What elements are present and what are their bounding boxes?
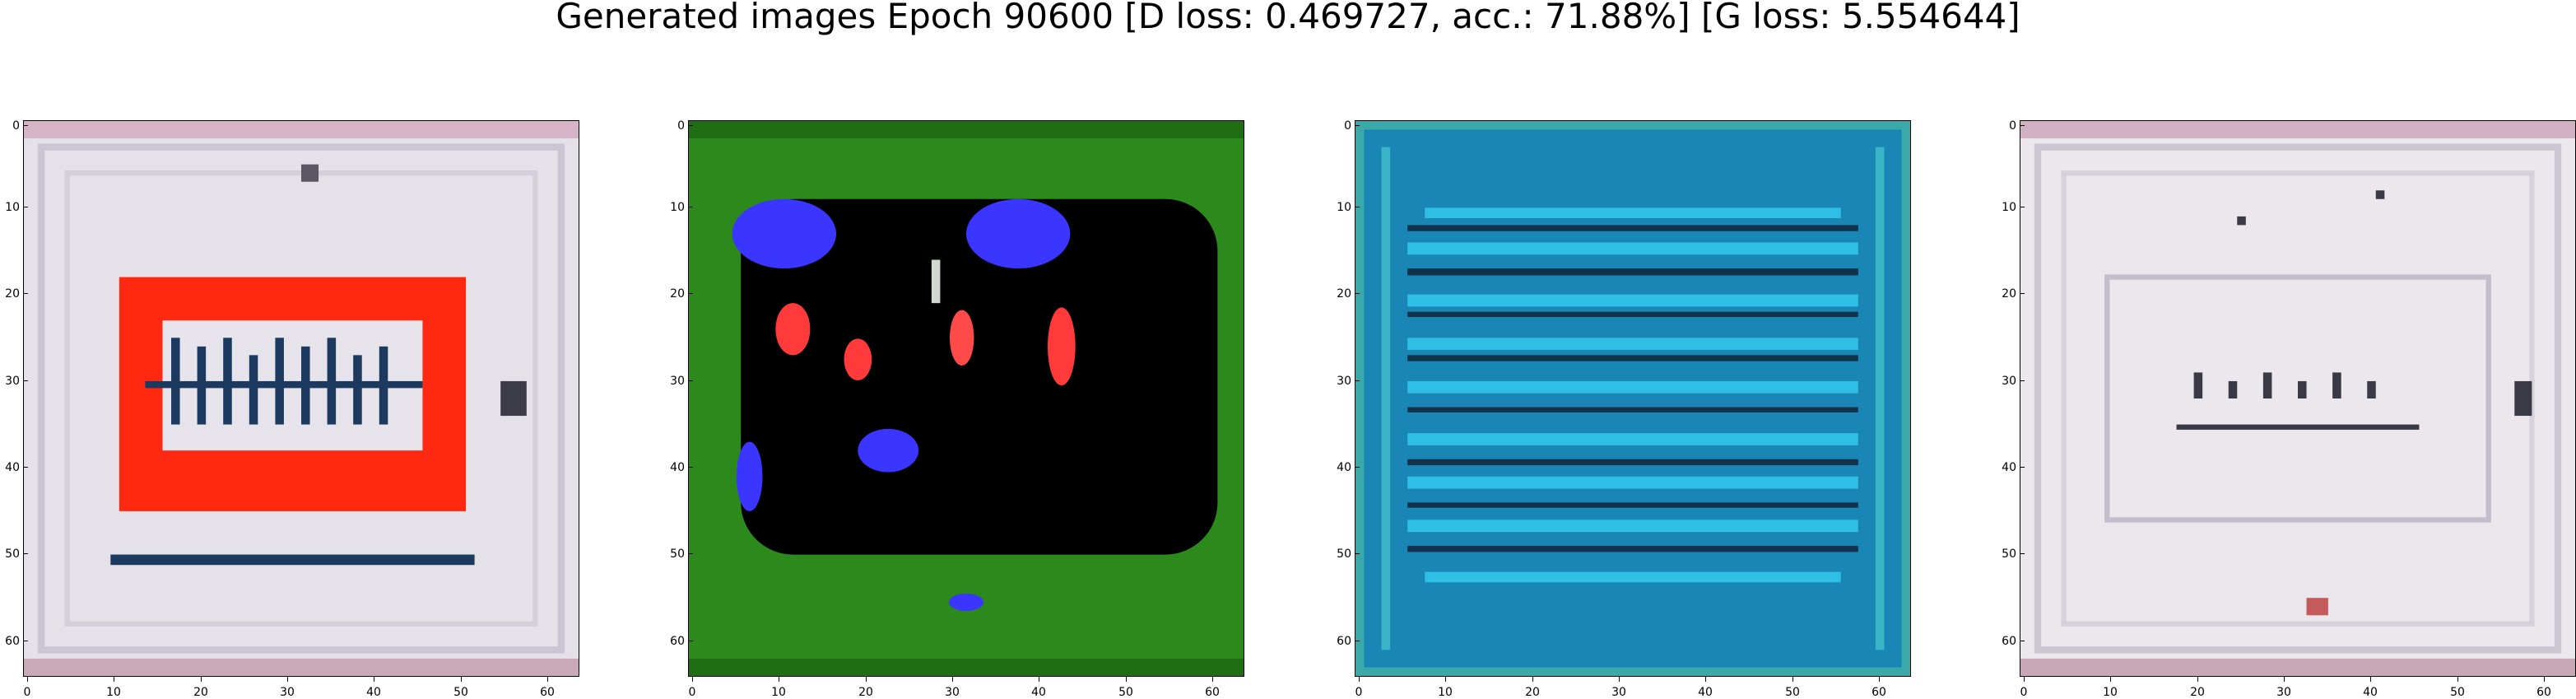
y-tick-label: 30 (1333, 375, 1360, 387)
x-tick-label: 10 (766, 677, 791, 698)
x-tick-label: 10 (1433, 677, 1458, 698)
y-tick-label: 10 (2, 202, 28, 213)
y-tick-label: 20 (1333, 288, 1360, 300)
x-tick-label: 20 (1520, 677, 1545, 698)
y-tick-label: 50 (1333, 548, 1360, 560)
x-tick-label: 60 (535, 677, 560, 698)
y-tick-label: 10 (1998, 202, 2025, 213)
generated-image-3 (1355, 120, 1911, 677)
y-tick-label: 40 (1998, 462, 2025, 473)
y-tick-label: 10 (667, 202, 693, 213)
x-tick-label: 40 (361, 677, 386, 698)
x-tick-label: 0 (1346, 677, 1371, 698)
x-tick-label: 0 (680, 677, 704, 698)
x-tick-label: 20 (188, 677, 213, 698)
x-tick-label: 60 (1200, 677, 1225, 698)
y-tick-label: 50 (667, 548, 693, 560)
x-tick-label: 40 (1693, 677, 1718, 698)
generated-image-panel-2: 0 10 20 30 40 50 60 0 10 20 30 40 50 60 (670, 120, 1244, 698)
x-tick-label: 50 (449, 677, 473, 698)
y-tick-label: 30 (667, 375, 693, 387)
x-tick-label: 10 (101, 677, 126, 698)
y-tick-label: 40 (1333, 462, 1360, 473)
x-tick-label: 40 (2358, 677, 2383, 698)
x-tick-label: 60 (2532, 677, 2556, 698)
x-tick-label: 30 (2271, 677, 2296, 698)
x-tick-label: 20 (853, 677, 878, 698)
x-tick-label: 20 (2185, 677, 2210, 698)
y-tick-label: 30 (1998, 375, 2025, 387)
x-tick-label: 0 (15, 677, 40, 698)
y-tick-label: 10 (1333, 202, 1360, 213)
generated-image-1 (23, 120, 579, 677)
y-tick-label: 20 (2, 288, 28, 300)
generated-image-panel-1: 0 10 20 30 40 50 60 0 10 20 30 40 50 60 (5, 120, 579, 698)
y-tick-label: 0 (1333, 120, 1360, 132)
y-tick-label: 0 (667, 120, 693, 132)
figure-title: Generated images Epoch 90600 [D loss: 0.… (556, 0, 2020, 36)
y-tick-label: 20 (667, 288, 693, 300)
x-tick-label: 60 (1867, 677, 1891, 698)
y-tick-label: 60 (1333, 636, 1360, 647)
generated-image-4 (2020, 120, 2576, 677)
y-tick-label: 40 (667, 462, 693, 473)
y-tick-label: 40 (2, 462, 28, 473)
y-tick-label: 60 (1998, 636, 2025, 647)
generated-image-panel-4: 0 10 20 30 40 50 60 0 10 20 30 40 50 60 (2002, 120, 2576, 698)
generated-image-panel-3: 0 10 20 30 40 50 60 0 10 20 30 40 50 60 (1337, 120, 1911, 698)
x-tick-label: 50 (1780, 677, 1805, 698)
x-tick-label: 30 (275, 677, 300, 698)
x-tick-label: 30 (1607, 677, 1631, 698)
y-tick-label: 50 (2, 548, 28, 560)
x-tick-label: 50 (2445, 677, 2470, 698)
y-tick-label: 60 (2, 636, 28, 647)
y-tick-label: 20 (1998, 288, 2025, 300)
y-tick-label: 0 (1998, 120, 2025, 132)
generated-image-2 (688, 120, 1244, 677)
y-tick-label: 0 (2, 120, 28, 132)
y-tick-label: 30 (2, 375, 28, 387)
x-tick-label: 30 (940, 677, 965, 698)
x-tick-label: 40 (1026, 677, 1051, 698)
x-tick-label: 10 (2098, 677, 2123, 698)
y-tick-label: 60 (667, 636, 693, 647)
x-tick-label: 50 (1114, 677, 1138, 698)
x-tick-label: 0 (2011, 677, 2036, 698)
y-tick-label: 50 (1998, 548, 2025, 560)
